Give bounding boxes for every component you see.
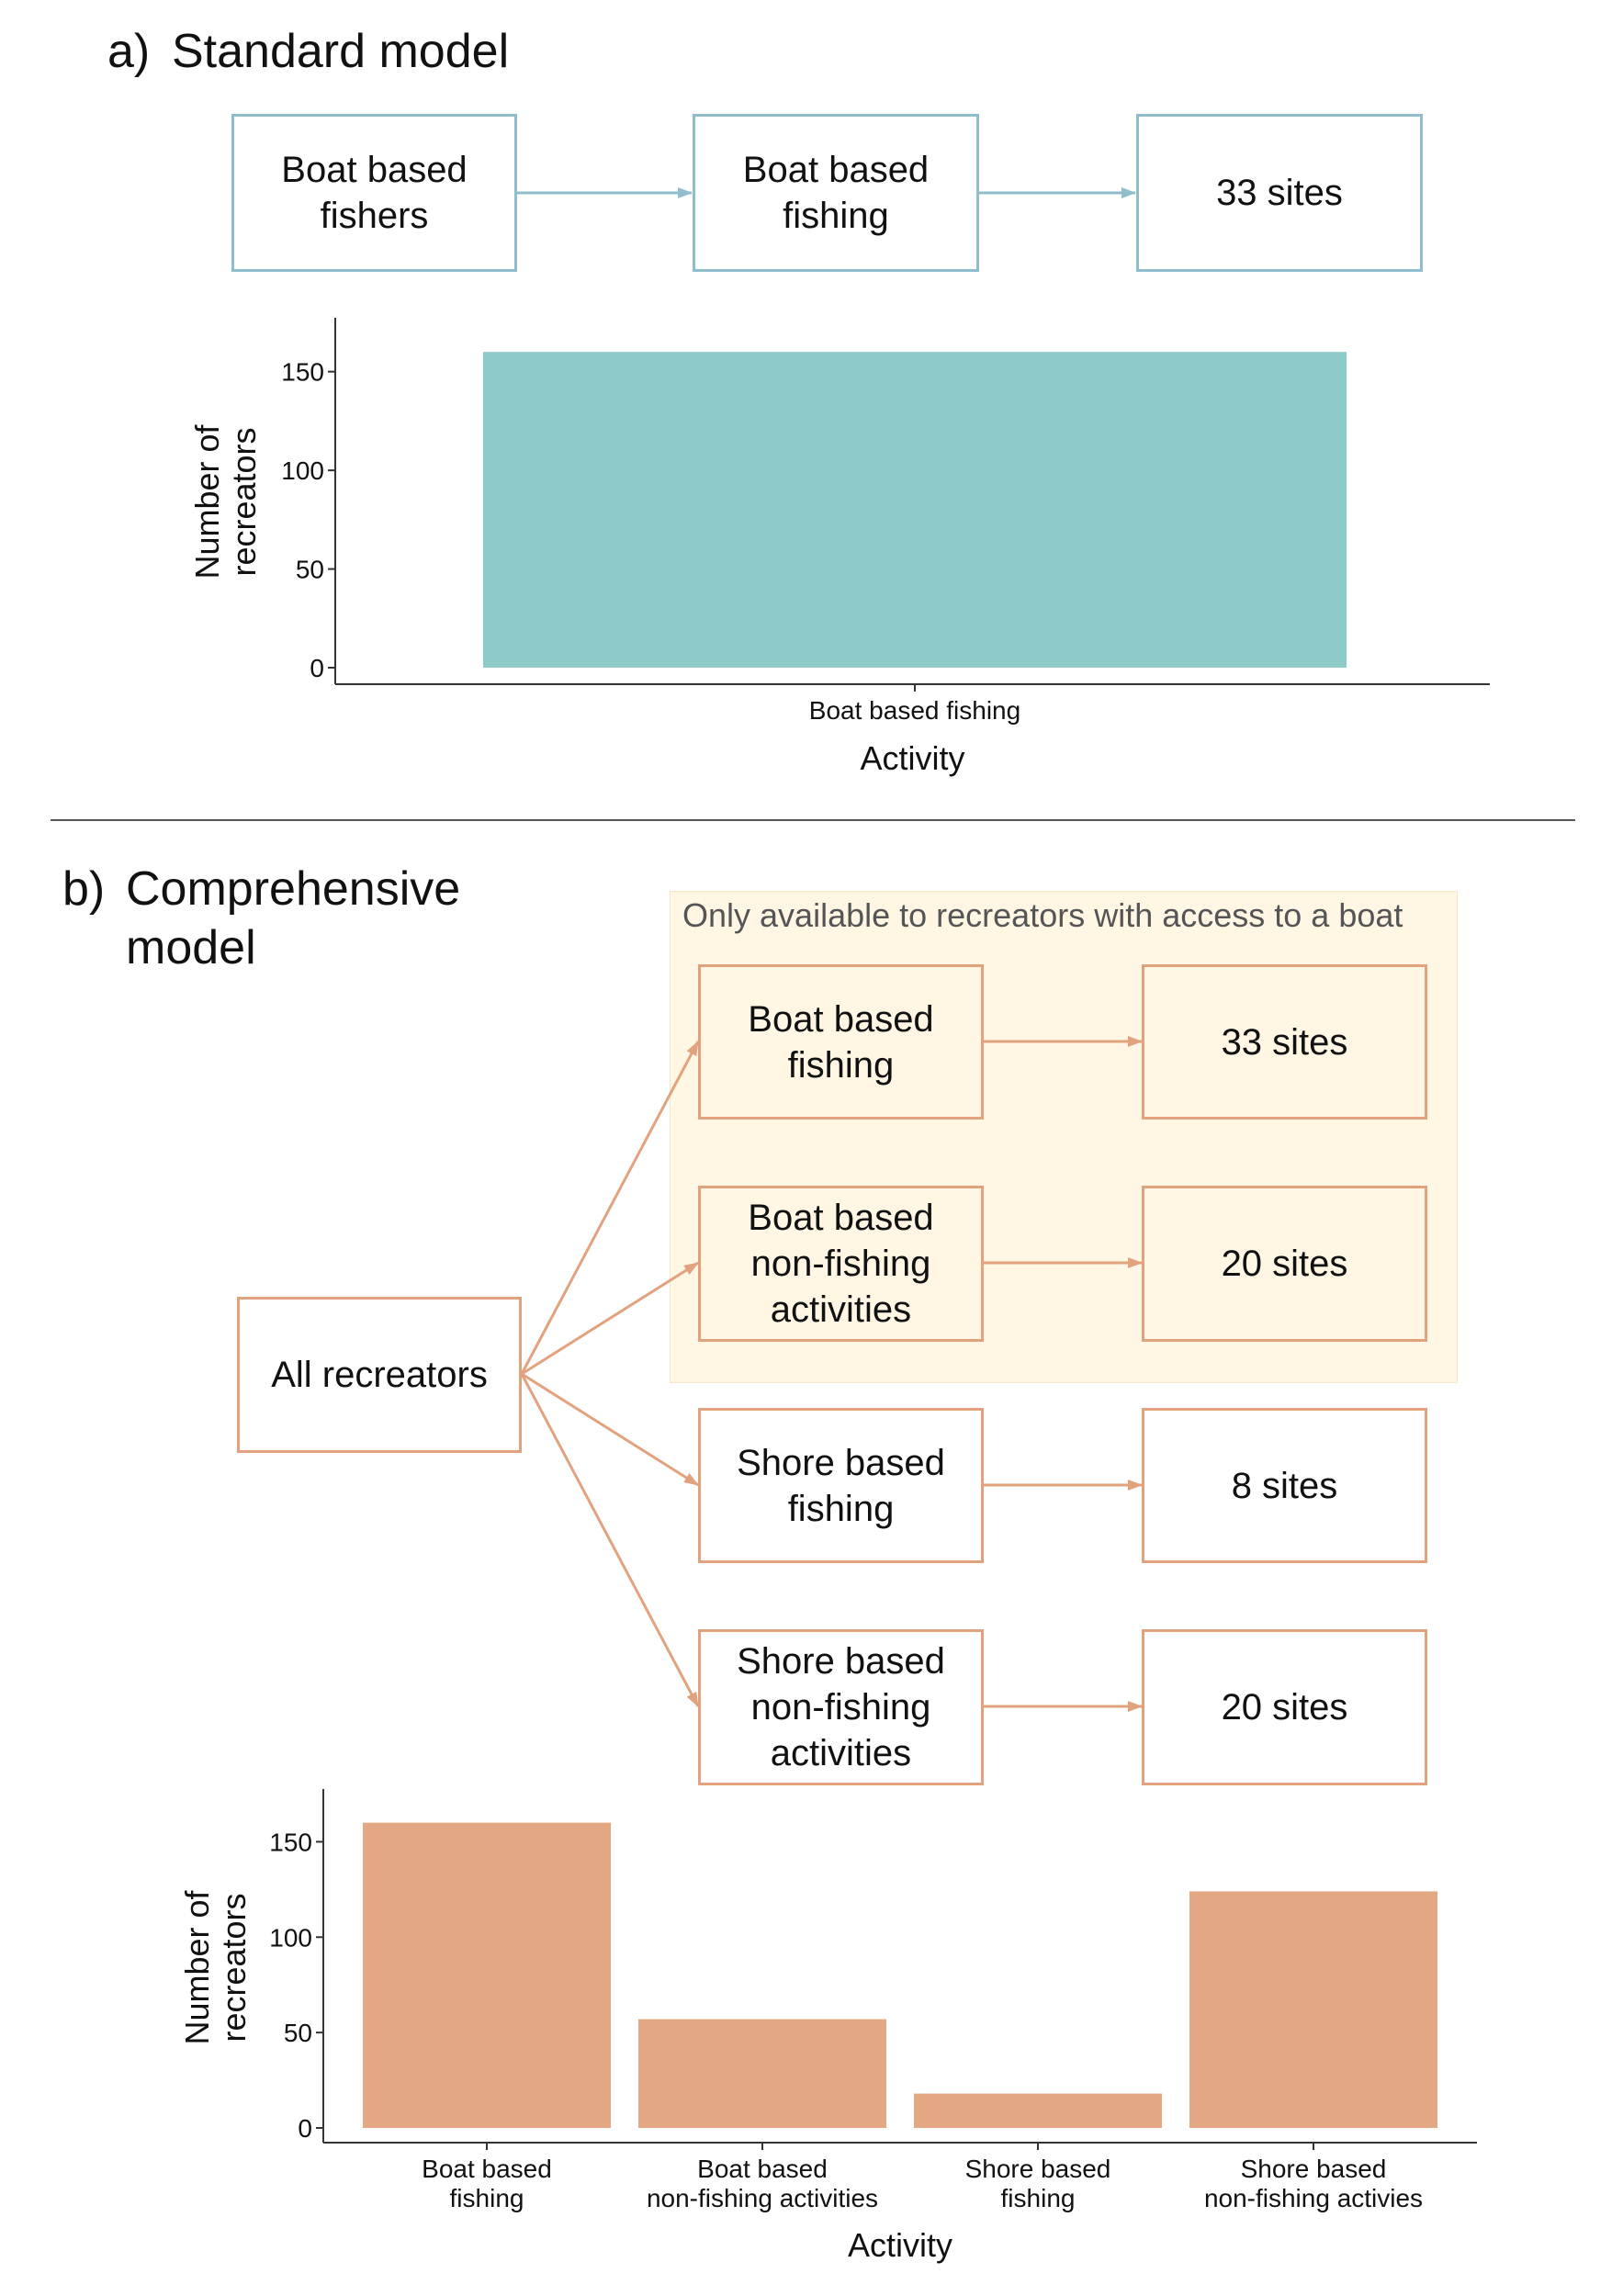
box-sites-shore-fishing: 8 sites xyxy=(1142,1408,1427,1563)
box-boat-based-fishing: Boat based fishing xyxy=(693,114,979,272)
arrow-root-to-shore-nonfishing xyxy=(520,1373,700,1707)
y-tick-label: 50 xyxy=(284,2019,312,2047)
panel-b-letter: b) xyxy=(62,862,106,916)
y-tick-label: 100 xyxy=(281,456,324,485)
box-all-recreators: All recreators xyxy=(237,1297,522,1453)
box-boat-based-fishing: Boat based fishing xyxy=(698,964,984,1120)
panel-b-title: Comprehensive model xyxy=(126,862,461,974)
box-sites-boat-nonfishing: 20 sites xyxy=(1142,1186,1427,1342)
y-axis-title-group: Number ofrecreators xyxy=(188,423,263,579)
box-33-sites: 33 sites xyxy=(1136,114,1423,272)
box-shore-based-nonfishing: Shore based non-fishing activities xyxy=(698,1629,984,1785)
y-axis-title-group: Number ofrecreators xyxy=(178,1889,253,2044)
x-tick-label: Boat based fishing xyxy=(809,696,1020,725)
y-tick-label: 100 xyxy=(269,1923,312,1952)
bar xyxy=(638,2019,886,2128)
bar xyxy=(363,1822,611,2128)
bar xyxy=(1189,1891,1437,2128)
y-axis-title: Number ofrecreators xyxy=(178,1889,253,2044)
box-sites-boat-fishing: 33 sites xyxy=(1142,964,1427,1120)
y-tick-label: 50 xyxy=(296,556,324,584)
x-tick-label: Shore based fishing xyxy=(965,2155,1111,2212)
x-tick-label: Shore based non-fishing activies xyxy=(1204,2155,1423,2212)
box-sites-shore-nonfishing: 20 sites xyxy=(1142,1629,1427,1785)
x-tick-label: Boat based non-fishing activities xyxy=(647,2155,878,2212)
arrow-root-to-boat-fishing xyxy=(520,1041,700,1375)
y-axis-title: Number ofrecreators xyxy=(188,423,263,579)
y-tick-label: 0 xyxy=(298,2114,312,2143)
box-shore-based-fishing: Shore based fishing xyxy=(698,1408,984,1563)
x-axis-title: Activity xyxy=(848,2226,952,2264)
y-tick-label: 0 xyxy=(310,654,324,682)
y-tick-label: 150 xyxy=(269,1828,312,1856)
panel-divider xyxy=(51,819,1575,821)
x-axis-title: Activity xyxy=(860,739,964,777)
bar xyxy=(914,2093,1162,2128)
panel-a-letter: a) xyxy=(107,25,151,78)
panel-a-title: Standard model xyxy=(172,25,510,78)
boat-access-label: Only available to recreators with access… xyxy=(682,896,1403,934)
box-boat-based-fishers: Boat based fishers xyxy=(231,114,517,272)
arrow-root-to-boat-nonfishing xyxy=(521,1261,699,1376)
box-boat-based-nonfishing: Boat based non-fishing activities xyxy=(698,1186,984,1342)
y-tick-label: 150 xyxy=(281,358,324,387)
x-tick-label: Boat based fishing xyxy=(422,2155,552,2212)
bar xyxy=(483,352,1347,668)
arrow-root-to-shore-fishing xyxy=(521,1372,699,1487)
